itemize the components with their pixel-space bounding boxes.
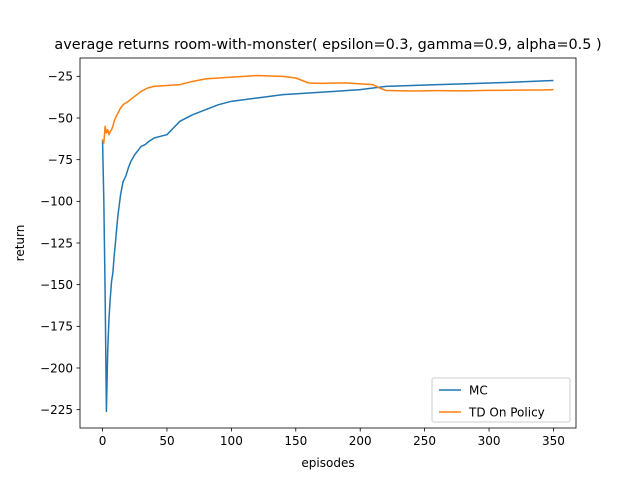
y-tick-label: −50 <box>48 111 73 125</box>
x-axis-label: episodes <box>301 456 354 470</box>
series-line-1 <box>101 74 554 144</box>
y-tick-label: −125 <box>40 236 73 250</box>
y-tick-label: −225 <box>40 403 73 417</box>
y-tick-label: −200 <box>40 361 73 375</box>
y-tick-label: −75 <box>48 153 73 167</box>
y-axis: −225 −200 −175 −150 −125 −100 −75 −50 −25 <box>40 70 80 417</box>
x-axis: 0 50 100 150 200 250 300 350 <box>99 428 565 448</box>
x-tick-label: 300 <box>478 434 501 448</box>
legend-label: MC <box>469 383 488 397</box>
x-tick-label: 350 <box>542 434 565 448</box>
y-tick-label: −25 <box>48 70 73 84</box>
legend-label: TD On Policy <box>468 405 545 419</box>
legend-box <box>431 377 571 423</box>
x-tick-label: 50 <box>159 434 174 448</box>
y-tick-label: −100 <box>40 195 73 209</box>
x-tick-label: 150 <box>284 434 307 448</box>
y-axis-label: return <box>13 225 27 262</box>
x-tick-label: 100 <box>220 434 243 448</box>
chart-title: average returns room-with-monster( epsil… <box>54 37 601 53</box>
y-tick-label: −150 <box>40 278 73 292</box>
x-tick-label: 0 <box>99 434 107 448</box>
x-tick-label: 200 <box>349 434 372 448</box>
legend: MC TD On Policy <box>431 377 571 423</box>
series-layer <box>101 74 554 413</box>
y-tick-label: −175 <box>40 320 73 334</box>
x-tick-label: 250 <box>413 434 436 448</box>
